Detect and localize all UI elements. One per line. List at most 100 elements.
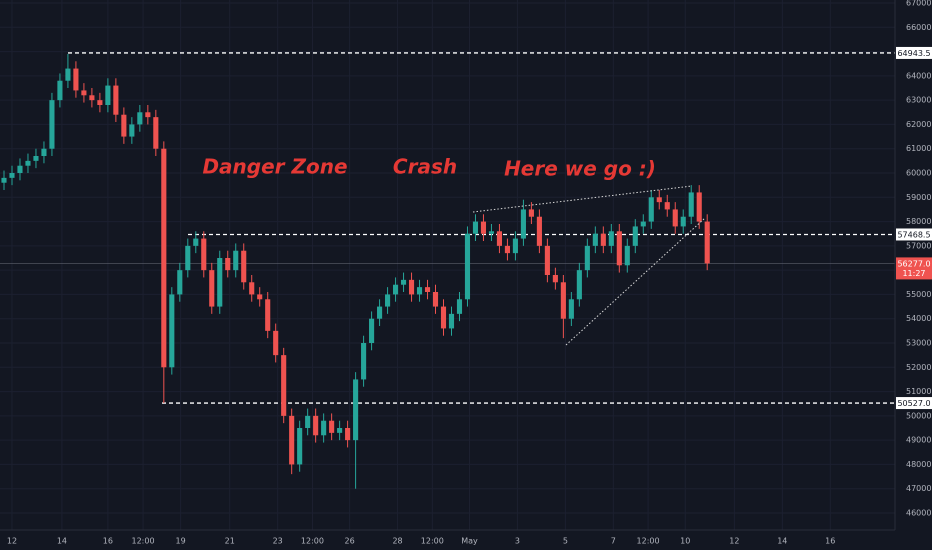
candle-body: [608, 231, 614, 246]
candle-body: [129, 124, 135, 137]
candle-body: [600, 233, 606, 246]
x-tick-label: 28: [392, 537, 402, 546]
candle-body: [424, 287, 431, 292]
x-tick-label: 3: [515, 537, 520, 546]
x-tick-label: May: [461, 537, 478, 546]
candle-body: [97, 100, 103, 105]
y-tick-label: 52000.0: [906, 363, 932, 372]
candle-body: [361, 343, 367, 380]
candle-body: [73, 68, 79, 91]
candle-body: [696, 192, 702, 222]
price-tag-label: 50527.0: [897, 399, 930, 408]
candle-body: [265, 299, 271, 331]
candle-body: [249, 282, 255, 295]
y-tick-label: 60000.0: [906, 169, 932, 178]
candle-body: [440, 306, 447, 329]
y-tick-label: 54000.0: [906, 314, 932, 323]
candle-body: [153, 117, 159, 149]
candle-body: [544, 245, 550, 275]
candle-body: [25, 160, 31, 166]
last-price-label: 56277.0: [897, 259, 930, 268]
annotation: Here we go :): [504, 157, 656, 181]
x-tick-label: 16: [103, 537, 113, 546]
candle-body: [89, 95, 95, 101]
candle-body: [456, 299, 463, 314]
candle-body: [209, 270, 215, 307]
candle-body: [640, 221, 646, 227]
candle-body: [257, 294, 263, 300]
candle-body: [233, 250, 239, 271]
y-tick-label: 46000.0: [906, 509, 932, 518]
price-tag-label: 57468.5: [897, 230, 930, 239]
candle-body: [496, 231, 502, 246]
y-tick-label: 63000.0: [906, 96, 932, 105]
y-tick-label: 58000.0: [906, 217, 932, 226]
y-tick-label: 50000.0: [906, 411, 932, 420]
y-tick-label: 59000.0: [906, 193, 932, 202]
candle-body: [81, 90, 87, 96]
price-tag: [896, 46, 932, 59]
candle-body: [217, 258, 223, 307]
candles: [1, 54, 710, 489]
candle-body: [480, 221, 487, 234]
candle-body: [161, 148, 167, 368]
x-tick-label: 26: [345, 537, 355, 546]
candle-body: [664, 202, 670, 210]
x-tick-label: 12:00: [637, 537, 660, 546]
candle-body: [33, 156, 39, 161]
candle-body: [105, 85, 111, 105]
y-tick-label: 53000.0: [906, 339, 932, 348]
y-tick-label: 49000.0: [906, 436, 932, 445]
candle-body: [305, 415, 311, 428]
candle-body: [41, 148, 47, 156]
price-tag-label: 64943.5: [897, 49, 930, 58]
x-tick-label: 5: [563, 537, 568, 546]
x-tick-label: 7: [611, 537, 616, 546]
x-tick-label: 12: [7, 537, 17, 546]
y-tick-label: 55000.0: [906, 290, 932, 299]
candle-body: [345, 428, 351, 441]
candle-body: [185, 245, 191, 271]
candle-body: [624, 245, 630, 266]
candle-body: [488, 231, 495, 234]
candle-body: [17, 165, 23, 173]
countdown-label: 11:27: [902, 269, 925, 278]
x-tick-label: 14: [777, 537, 787, 546]
candle-body: [520, 209, 526, 239]
candle-body: [169, 294, 175, 368]
annotations: Danger Zone Crash Here we go :): [202, 155, 655, 181]
candle-body: [568, 299, 574, 319]
candle-body: [241, 250, 247, 283]
candle-body: [416, 287, 423, 295]
candle-body: [113, 85, 119, 115]
y-tick-label: 64000.0: [906, 71, 932, 80]
candle-body: [369, 318, 375, 343]
x-tick-label: 12: [729, 537, 739, 546]
candle-body: [560, 282, 566, 319]
candle-body: [193, 238, 199, 246]
x-tick-label: 16: [825, 537, 835, 546]
candle-body: [656, 197, 662, 203]
candle-body: [632, 226, 638, 246]
candle-body: [512, 238, 518, 254]
candle-body: [648, 197, 654, 222]
candle-body: [321, 420, 327, 436]
candle-body: [57, 80, 63, 101]
candle-body: [680, 216, 686, 227]
candle-body: [393, 284, 399, 295]
candle-body: [408, 279, 415, 295]
y-tick-label: 48000.0: [906, 460, 932, 469]
x-tick-label: 12:00: [132, 537, 155, 546]
x-tick-label: 19: [176, 537, 186, 546]
candle-body: [592, 233, 598, 246]
candle-body: [177, 270, 183, 295]
last-price-tag: [896, 257, 932, 280]
candle-body: [201, 238, 207, 271]
candle-body: [225, 258, 231, 271]
y-tick-label: 61000.0: [906, 144, 932, 153]
candle-body: [576, 270, 582, 300]
candle-body: [616, 231, 622, 266]
candle-body: [145, 112, 151, 118]
candle-body: [400, 279, 407, 285]
